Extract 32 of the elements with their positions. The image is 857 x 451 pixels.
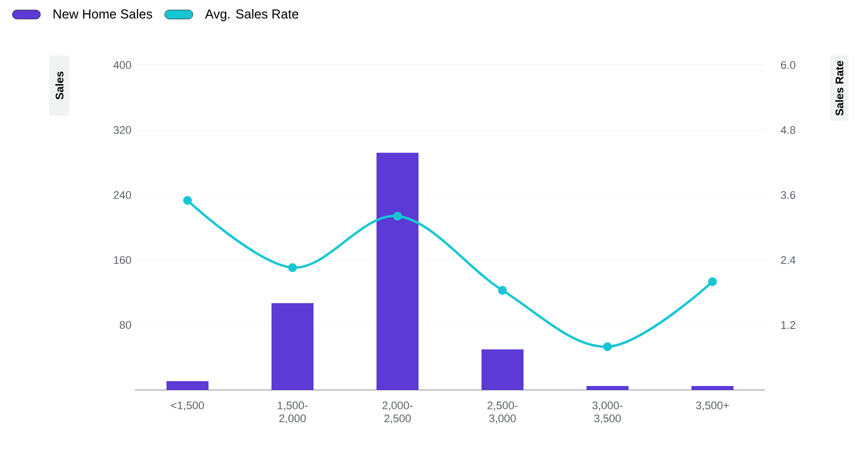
x-tick-label: 1,500-2,000 [278,402,308,424]
y2-tick-label: 2.4 [781,256,796,264]
y-tick-label: 400 [113,61,132,69]
legend-label: New Home Sales [54,9,152,19]
point [288,263,297,272]
point [708,277,717,286]
bar [692,386,734,390]
x-tick-label: 2,500-3,000 [488,402,518,424]
point [603,342,612,352]
y-tick-label: 240 [114,191,132,199]
y2-tick-label: 4.8 [780,126,796,134]
point [498,286,507,295]
bar [482,349,524,390]
y2-axis-title: Sales Rate [835,60,844,116]
x-tick-label: <1,500 [171,402,204,411]
y-tick-label: 320 [114,126,132,134]
point [393,212,402,221]
y2-tick-label: 1.2 [781,321,796,329]
bar [586,386,628,390]
y2-tick-label: 3.6 [780,191,796,199]
bar [166,381,208,390]
y-tick-label: 160 [114,256,132,264]
x-tick-label: 3,000-3,500 [592,402,623,424]
x-tick-label: 3,500+ [696,402,729,411]
y-axis-title: Sales [55,72,64,100]
y2-tick-label: 6.0 [781,61,796,69]
bar [376,152,418,390]
legend-label: Avg. Sales Rate [205,9,298,22]
y-tick-label: 80 [120,321,132,329]
point [183,196,192,205]
bar [272,303,314,390]
x-tick-label: 2,000-2,500 [382,402,413,424]
